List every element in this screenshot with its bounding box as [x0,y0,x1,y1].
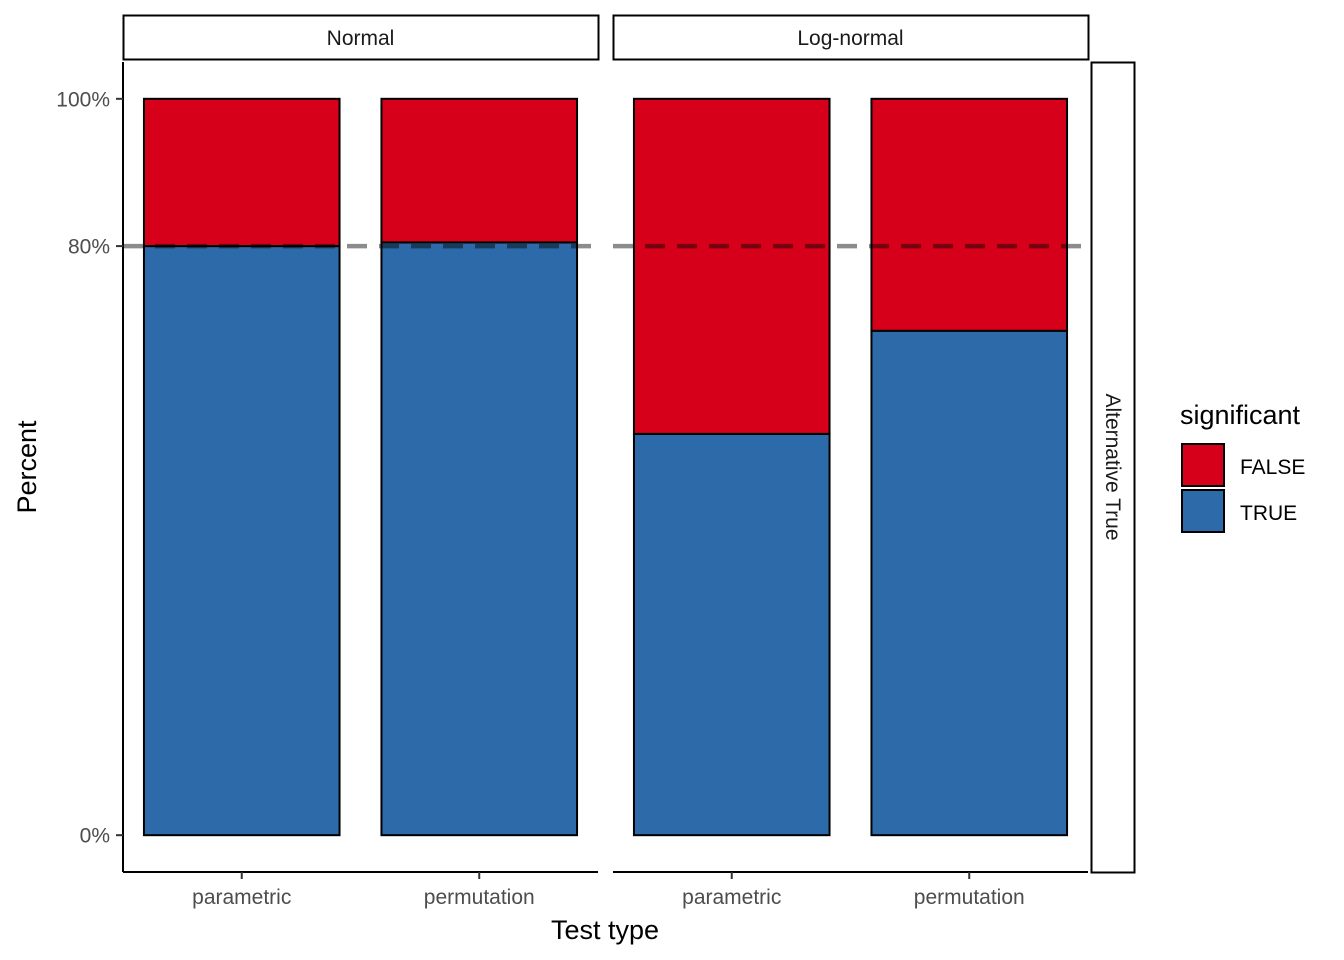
row-facet-strip-label: Alternative True [1101,393,1124,540]
y-axis-title: Percent [12,420,42,514]
facet-strip-box [122,14,600,61]
legend-title: significant [1180,400,1301,430]
bar-true-log-normal-permutation[interactable] [870,329,1069,837]
x-tick-label: parametric [192,886,291,909]
x-axis-title: Test type [551,915,659,945]
bar-false-normal-permutation[interactable] [380,97,579,244]
bar-true-normal-parametric[interactable] [142,245,341,837]
legend-label-false: FALSE [1240,456,1305,479]
x-tick-label: permutation [914,886,1025,909]
legend-label-true: TRUE [1240,502,1297,525]
bar-false-log-normal-permutation[interactable] [870,97,1069,332]
bar-false-log-normal-parametric[interactable] [632,97,831,435]
x-tick-label: permutation [424,886,535,909]
x-tick-label: parametric [682,886,781,909]
y-tick-label: 0% [80,825,110,848]
facet-strip-label: Log-normal [797,27,903,50]
legend-key-false[interactable] [1181,443,1225,487]
legend-key-true[interactable] [1181,489,1225,533]
y-tick-label: 80% [68,236,110,259]
y-tick-label: 100% [56,88,110,111]
facet-strip-box [612,14,1090,61]
row-facet-strip-box [1090,61,1136,874]
bar-false-normal-parametric[interactable] [142,97,341,248]
bar-true-normal-permutation[interactable] [380,241,579,837]
bar-true-log-normal-parametric[interactable] [632,432,831,837]
facet-strip-label: Normal [327,27,395,50]
